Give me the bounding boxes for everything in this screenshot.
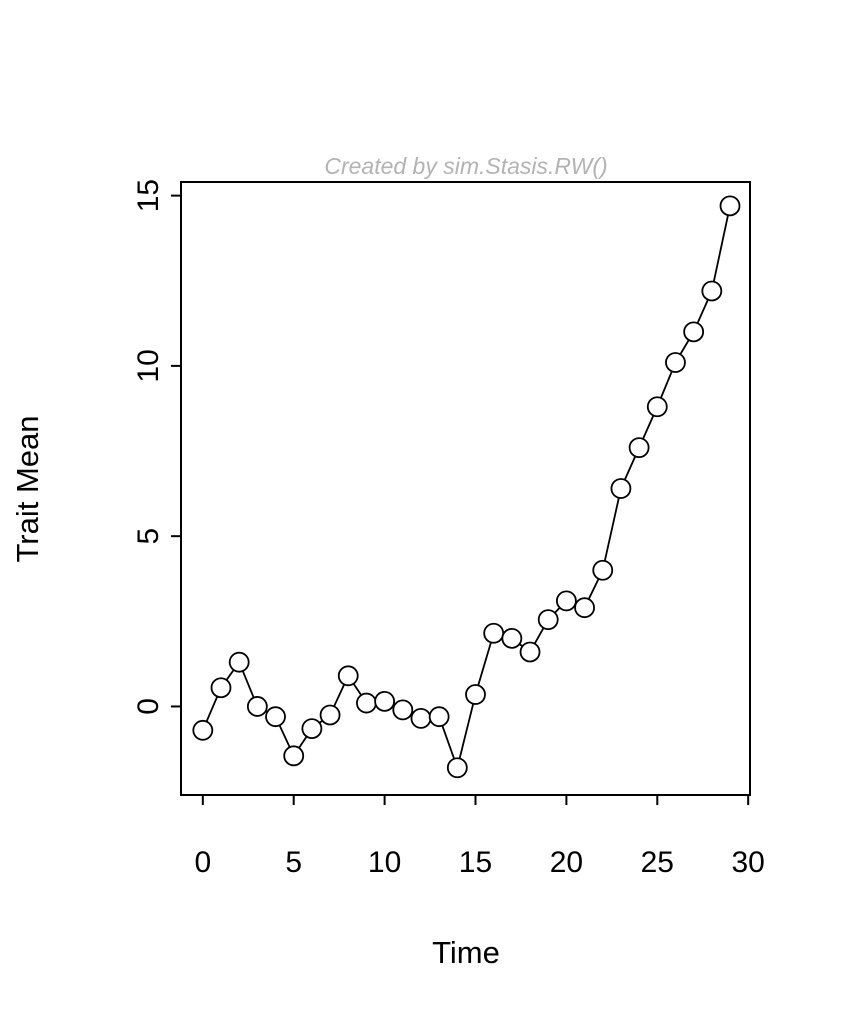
data-point <box>228 651 250 673</box>
data-point <box>410 707 432 729</box>
x-tick-label: 25 <box>641 846 674 879</box>
data-series <box>192 195 741 779</box>
data-point <box>665 352 686 373</box>
data-point <box>374 690 396 712</box>
data-point <box>192 719 214 741</box>
data-point <box>246 696 268 717</box>
data-point <box>501 627 523 649</box>
data-point <box>646 396 668 418</box>
y-tick-label: 0 <box>132 698 165 715</box>
data-point <box>265 706 286 728</box>
data-point <box>337 665 359 687</box>
data-point <box>610 478 632 499</box>
y-axis-title: Trait Mean <box>10 415 45 562</box>
data-point <box>356 692 377 714</box>
data-point <box>592 559 614 581</box>
data-point <box>465 684 486 705</box>
data-point <box>537 609 559 631</box>
data-point <box>283 745 305 767</box>
data-point <box>683 321 705 343</box>
data-point <box>392 699 414 721</box>
y-tick-label: 15 <box>132 179 165 212</box>
y-tick-label: 10 <box>132 349 165 382</box>
x-tick-label: 5 <box>285 846 302 879</box>
data-point <box>446 757 468 779</box>
x-tick-label: 15 <box>459 846 492 879</box>
data-point <box>574 597 595 619</box>
data-point <box>428 706 450 728</box>
x-axis: 0 5 10 15 20 25 30 <box>194 795 765 879</box>
x-axis-title: Time <box>432 935 500 970</box>
series-line <box>201 204 731 769</box>
data-point <box>483 622 505 644</box>
data-point <box>701 280 723 302</box>
y-tick-label: 5 <box>132 528 165 545</box>
data-point <box>319 704 341 726</box>
data-point <box>210 677 232 699</box>
data-point <box>519 641 541 663</box>
x-tick-label: 0 <box>194 846 211 879</box>
y-axis: 0 5 10 15 <box>132 179 181 715</box>
data-point <box>301 718 323 739</box>
data-point <box>628 437 650 459</box>
plot-title: Created by sim.Stasis.RW() <box>324 153 607 179</box>
x-tick-label: 30 <box>731 846 764 879</box>
data-point <box>555 590 577 612</box>
x-tick-label: 20 <box>550 846 583 879</box>
data-point <box>719 195 741 217</box>
plot-box <box>180 181 751 796</box>
x-tick-label: 10 <box>368 846 401 879</box>
